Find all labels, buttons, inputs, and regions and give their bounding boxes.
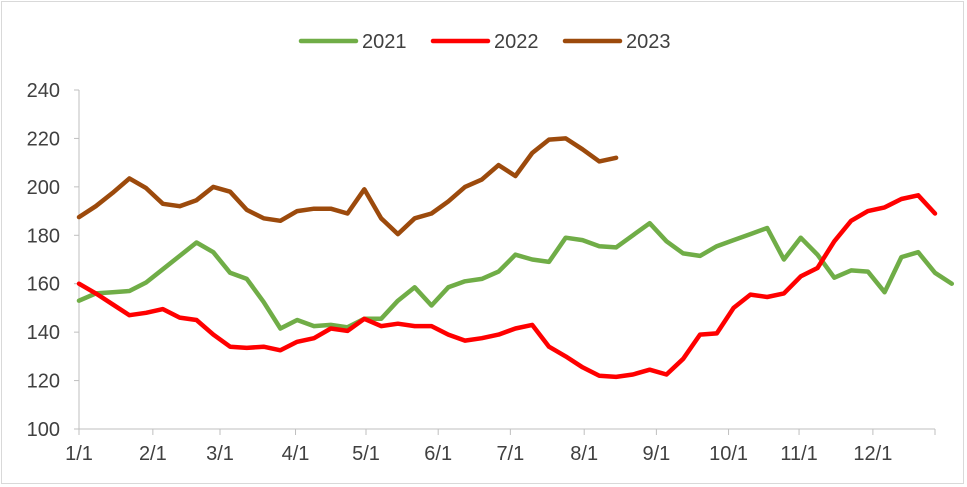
x-tick-label: 5/1: [352, 443, 380, 465]
x-tick-label: 12/1: [853, 443, 892, 465]
y-tick-label: 140: [27, 322, 60, 344]
x-tick-label: 6/1: [424, 443, 452, 465]
x-tick-label: 8/1: [570, 443, 598, 465]
x-tick-label: 10/1: [709, 443, 748, 465]
series-line-2021: [76, 220, 955, 331]
y-tick-label: 100: [27, 419, 60, 441]
y-tick-label: 160: [27, 274, 60, 296]
axes: [78, 90, 935, 430]
x-tick-label: 2/1: [139, 443, 167, 465]
x-tick-label: 4/1: [282, 443, 310, 465]
x-axis-ticks: 1/1 2/1 3/1 4/1 5/1 6/1 7/1 8/1 9/1 10/1 11/1 12/1: [65, 429, 936, 465]
y-tick-label: 200: [27, 177, 60, 199]
series-line-2022: [76, 193, 938, 380]
y-tick-label: 220: [27, 128, 60, 150]
x-tick-label: 7/1: [496, 443, 524, 465]
legend-label-2021: 2021: [362, 31, 407, 53]
y-tick-label: 240: [27, 80, 60, 102]
y-axis-ticks: 100 120 140 160 180 200 220 240: [27, 80, 79, 441]
x-tick-label: 3/1: [206, 443, 234, 465]
x-tick-label: 1/1: [65, 443, 93, 465]
legend-label-2022: 2022: [494, 31, 539, 53]
legend-label-2023: 2023: [626, 31, 671, 53]
x-tick-label: 9/1: [642, 443, 670, 465]
y-tick-label: 120: [27, 371, 60, 393]
legend: 2021 2022 2023: [298, 31, 671, 53]
series-lines: [76, 136, 955, 380]
x-tick-label: 11/1: [780, 443, 817, 465]
y-tick-label: 180: [27, 225, 60, 247]
series-line-2023: [76, 136, 619, 237]
